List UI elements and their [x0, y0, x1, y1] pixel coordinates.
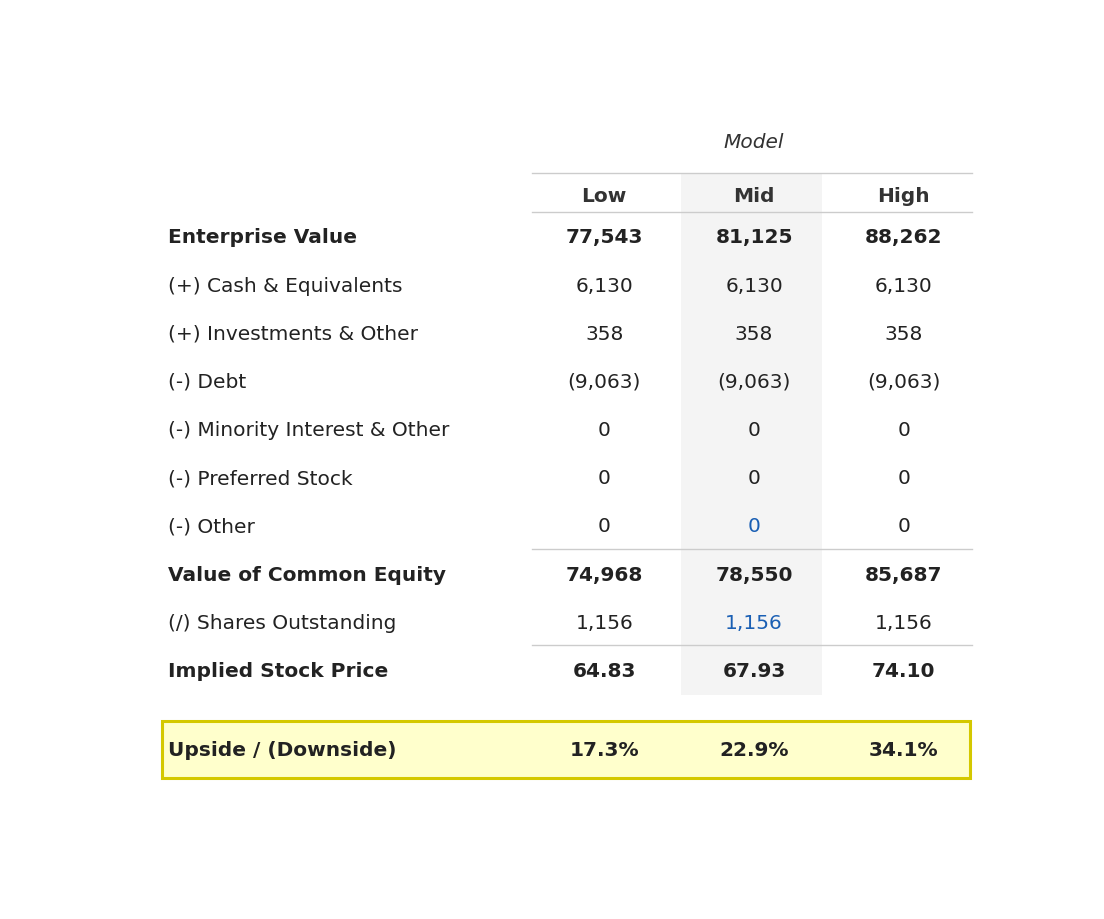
Text: 74.10: 74.10	[872, 662, 935, 680]
Text: (9,063): (9,063)	[567, 372, 641, 391]
Text: 0: 0	[598, 469, 611, 488]
Text: 0: 0	[598, 421, 611, 439]
Text: High: High	[878, 187, 930, 206]
Bar	[681, 174, 822, 695]
Text: 0: 0	[747, 516, 761, 536]
Text: (-) Preferred Stock: (-) Preferred Stock	[168, 469, 352, 488]
Text: Value of Common Equity: Value of Common Equity	[168, 565, 446, 584]
Text: Mid: Mid	[733, 187, 775, 206]
Text: 85,687: 85,687	[866, 565, 943, 584]
Text: 34.1%: 34.1%	[869, 741, 938, 759]
Text: 0: 0	[898, 469, 910, 488]
Text: (-) Other: (-) Other	[168, 516, 255, 536]
Text: Enterprise Value: Enterprise Value	[168, 228, 357, 247]
Text: (-) Debt: (-) Debt	[168, 372, 246, 391]
Text: (9,063): (9,063)	[718, 372, 790, 391]
Text: 64.83: 64.83	[573, 662, 636, 680]
Text: 78,550: 78,550	[715, 565, 793, 584]
Text: (+) Investments & Other: (+) Investments & Other	[168, 324, 418, 344]
Text: 81,125: 81,125	[715, 228, 793, 247]
Text: 1,156: 1,156	[575, 613, 634, 632]
Text: 358: 358	[884, 324, 923, 344]
Text: 0: 0	[898, 421, 910, 439]
Text: Implied Stock Price: Implied Stock Price	[168, 662, 389, 680]
Text: 1,156: 1,156	[874, 613, 933, 632]
Text: 358: 358	[735, 324, 773, 344]
Text: (/) Shares Outstanding: (/) Shares Outstanding	[168, 613, 396, 632]
Text: (-) Minority Interest & Other: (-) Minority Interest & Other	[168, 421, 449, 439]
Text: 67.93: 67.93	[722, 662, 786, 680]
Text: 0: 0	[898, 516, 910, 536]
Text: Upside / (Downside): Upside / (Downside)	[168, 741, 396, 759]
Text: (+) Cash & Equivalents: (+) Cash & Equivalents	[168, 277, 403, 295]
Text: (9,063): (9,063)	[867, 372, 941, 391]
Text: 6,130: 6,130	[725, 277, 783, 295]
Text: 0: 0	[598, 516, 611, 536]
Text: 0: 0	[747, 421, 761, 439]
Text: 22.9%: 22.9%	[720, 741, 788, 759]
Text: 1,156: 1,156	[725, 613, 783, 632]
Text: 6,130: 6,130	[575, 277, 634, 295]
Text: Low: Low	[582, 187, 627, 206]
Text: 358: 358	[585, 324, 624, 344]
Text: 17.3%: 17.3%	[570, 741, 639, 759]
Text: 88,262: 88,262	[866, 228, 943, 247]
Text: 74,968: 74,968	[565, 565, 643, 584]
Text: 77,543: 77,543	[565, 228, 643, 247]
Text: Model: Model	[724, 132, 784, 152]
FancyBboxPatch shape	[162, 721, 969, 778]
Text: 6,130: 6,130	[874, 277, 933, 295]
Text: 0: 0	[747, 469, 761, 488]
